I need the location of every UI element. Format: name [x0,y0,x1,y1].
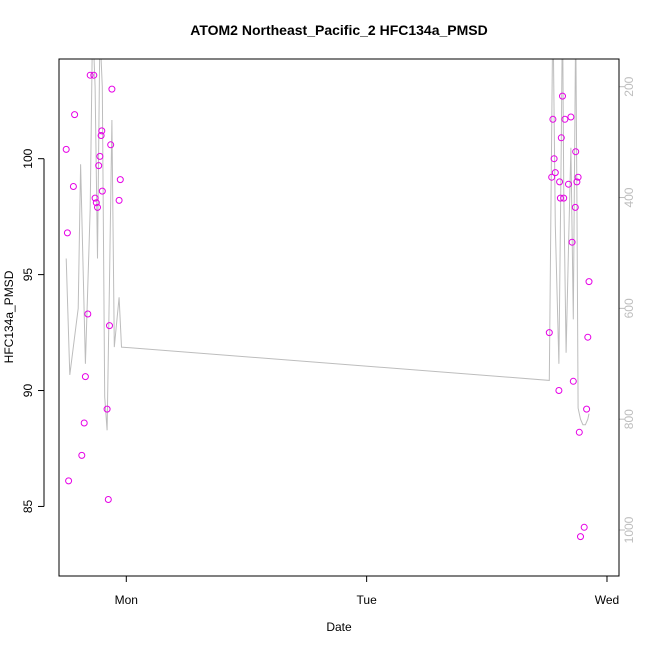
data-point [98,127,106,135]
data-point [551,169,559,177]
data-point [97,132,105,139]
x-tick-label: Wed [595,593,619,607]
data-point [561,115,569,123]
data-point [62,145,70,153]
data-point [90,71,98,79]
data-point [556,194,564,202]
data-point [80,419,88,427]
data-point [577,533,584,541]
x-tick-label: Mon [115,593,138,607]
data-point [583,405,591,413]
data-point [98,187,106,195]
data-point [545,329,553,337]
plot-frame [58,58,620,577]
x-tick-label: Tue [357,593,378,607]
points-layer [62,71,593,541]
data-point [549,115,557,123]
data-point [550,155,558,163]
x-axis-label: Date [326,620,352,634]
data-point [569,377,577,385]
data-point [92,199,100,207]
chart-title: ATOM2 Northeast_Pacific_2 HFC134a_PMSD [190,22,487,38]
data-point [575,428,583,436]
data-point [81,373,89,381]
data-point [107,141,115,149]
right-tick-label: 200 [622,76,636,96]
data-point [116,176,124,184]
y-tick-label: 100 [21,148,35,168]
data-point [567,113,575,121]
data-point [555,387,563,394]
y-tick-label: 90 [21,384,35,398]
data-point [84,310,92,318]
data-point [548,173,556,181]
data-point [78,451,86,459]
data-point [559,92,566,100]
data-point [565,180,572,188]
right-tick-label: 400 [622,187,636,207]
data-point [103,405,111,413]
data-point [69,183,77,190]
data-point [560,194,568,202]
right-axis-line-layer [65,59,590,431]
data-point [557,134,565,142]
data-point [96,152,104,160]
axes-layer: 85 90 95 100 Mon Tue Wed 200 400 600 800 1000 [21,76,636,607]
data-point [71,111,79,119]
data-point [91,194,99,202]
series-line [65,59,590,431]
y-tick-label: 85 [21,499,35,513]
data-point [568,238,576,246]
data-point [95,162,103,170]
data-point [106,322,113,330]
y-axis-label: HFC134a_PMSD [2,270,16,363]
data-point [574,173,582,181]
data-point [94,203,101,211]
data-point [63,229,71,237]
data-point [104,496,112,503]
data-point [86,71,94,79]
data-point [584,333,592,341]
data-point [556,178,564,186]
data-point [115,196,123,204]
data-point [108,85,116,93]
data-point [585,278,593,286]
data-point [571,203,579,211]
right-tick-label: 1000 [622,516,636,543]
data-point [65,477,73,485]
right-tick-label: 600 [622,298,636,318]
y-tick-label: 95 [21,268,35,282]
data-point [572,148,580,156]
data-point [573,178,581,186]
right-tick-label: 800 [622,409,636,429]
data-point [580,523,588,531]
